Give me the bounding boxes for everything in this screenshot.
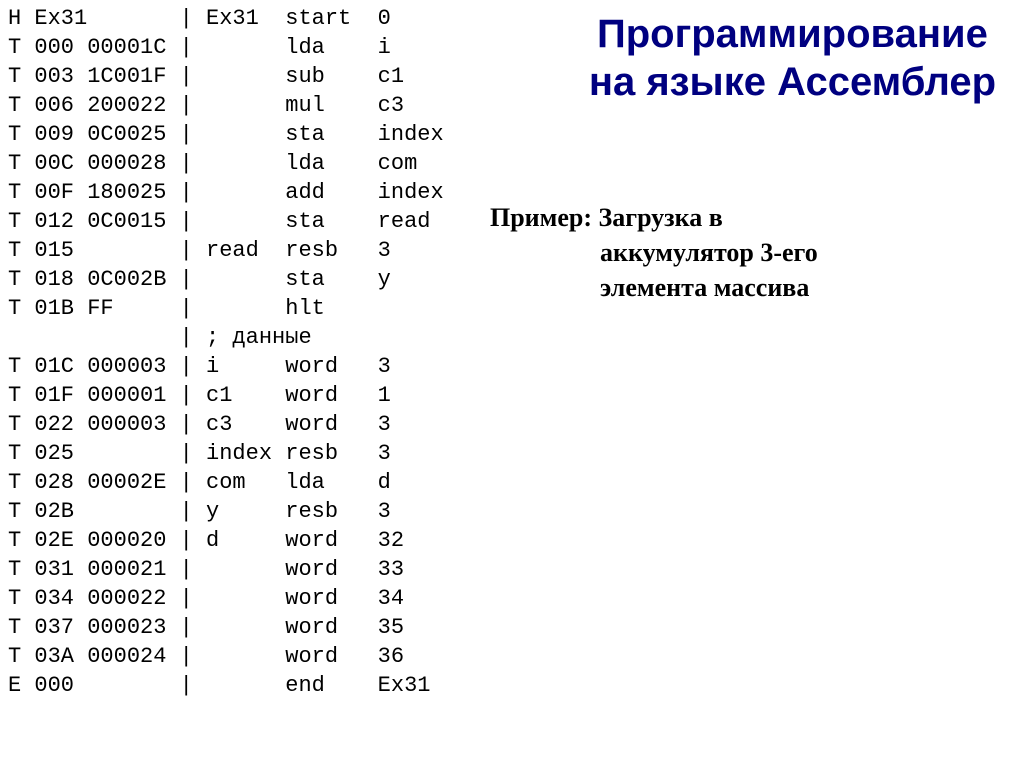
example-text: Пример: Загрузка в аккумулятор 3-его эле… — [490, 200, 818, 305]
example-line-2: аккумулятор 3-его — [490, 235, 818, 270]
example-line-3: элемента массива — [490, 270, 818, 305]
title-line-1: Программирование — [597, 12, 988, 56]
title-line-2: на языке Ассемблер — [589, 60, 996, 104]
assembly-listing: H Ex31 | Ex31 start 0 T 000 00001C | lda… — [8, 4, 444, 700]
example-line-1: Пример: Загрузка в — [490, 200, 818, 235]
page-title: Программирование на языке Ассемблер — [589, 10, 996, 106]
